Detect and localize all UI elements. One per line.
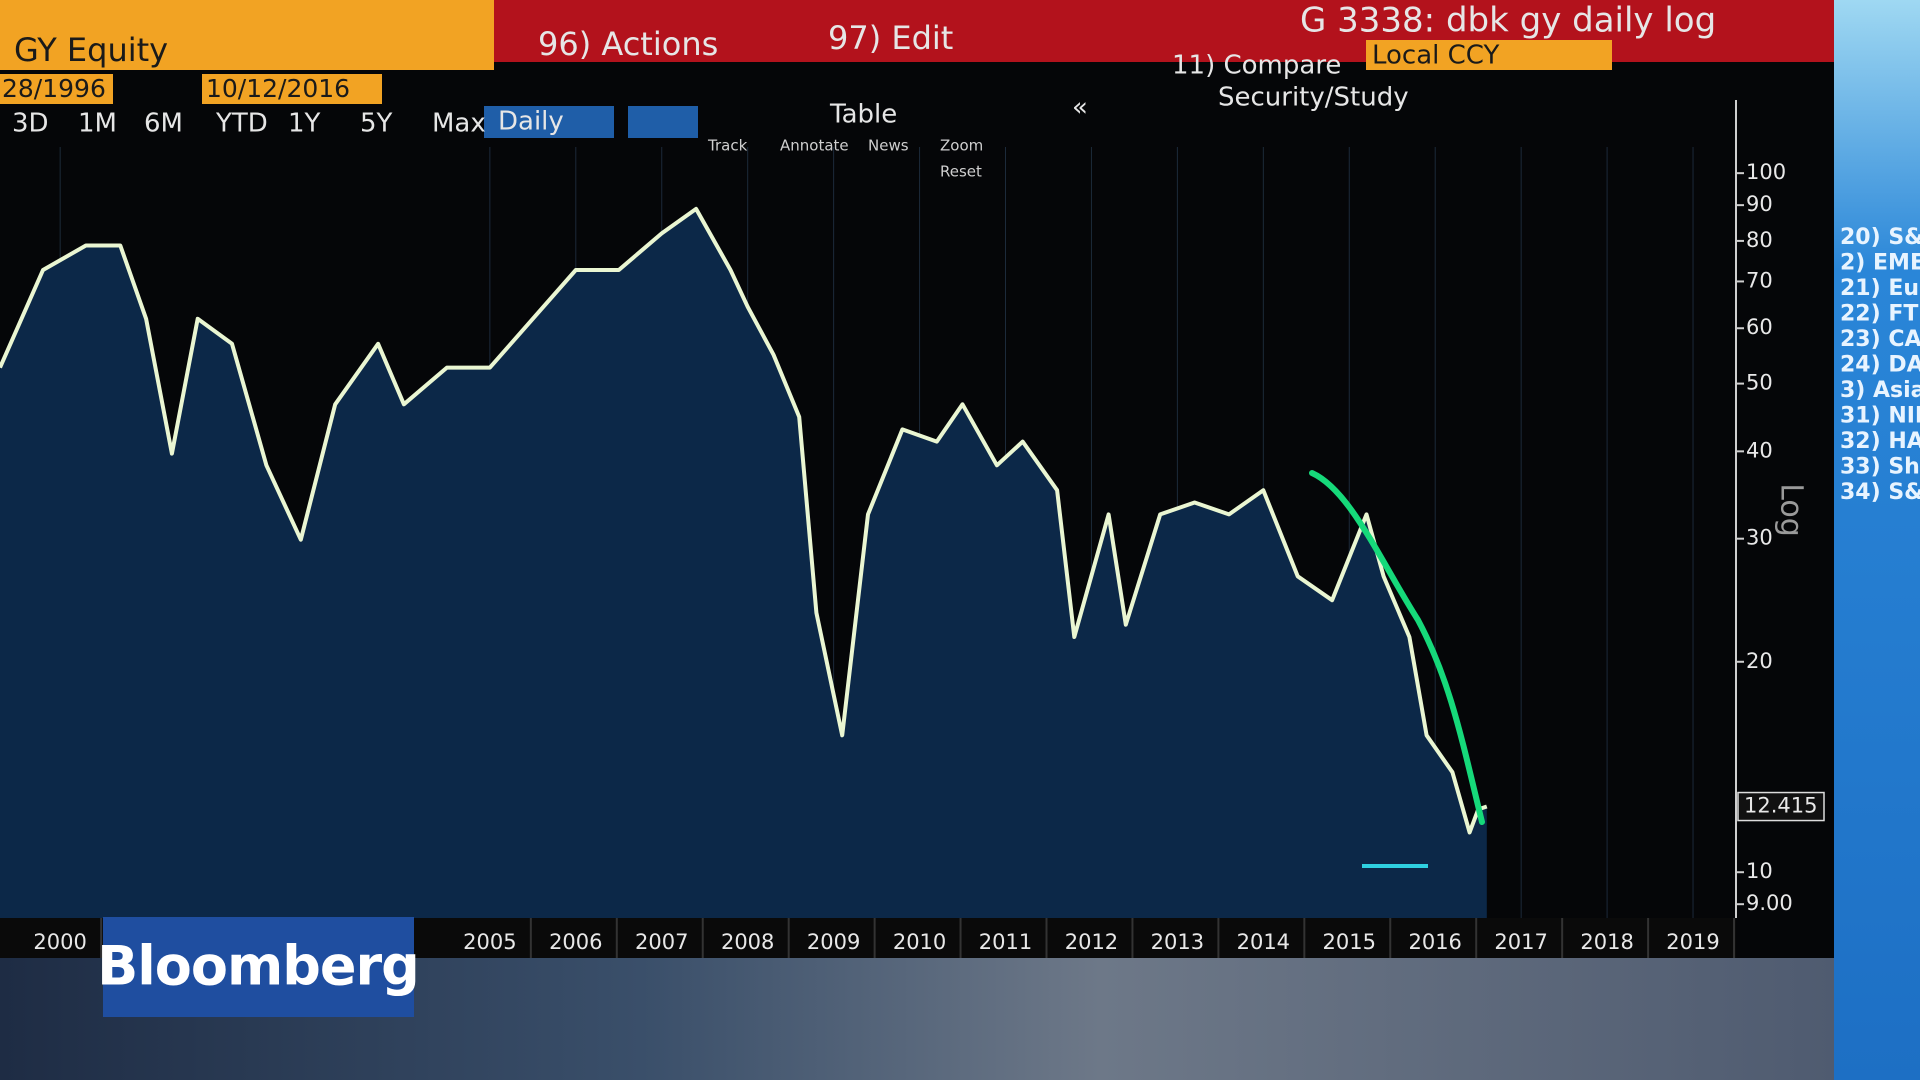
price-line [0, 206, 1488, 835]
frequency[interactable]: Daily [498, 107, 564, 137]
period-button[interactable]: 6M [144, 109, 183, 139]
y-tick-label: 30 [1746, 526, 1773, 550]
x-tick-label: 2010 [893, 930, 946, 954]
security-study[interactable]: Security/Study [1218, 83, 1409, 113]
currency-box[interactable] [1366, 40, 1612, 70]
side-list-item: 24) DAX [1840, 353, 1920, 378]
x-tick-label: 2006 [549, 930, 602, 954]
scale-label: Log [1774, 483, 1809, 537]
last-price-label: 12.415 [1744, 794, 1817, 818]
currency[interactable]: Local CCY [1372, 41, 1500, 71]
x-tick-label: 2014 [1237, 930, 1290, 954]
period-button[interactable]: 3D [12, 109, 49, 139]
collapse-button[interactable]: « [1072, 93, 1088, 123]
side-list-item: 32) HAN [1840, 429, 1920, 454]
date-to[interactable]: 10/12/2016 [206, 74, 350, 103]
x-tick-label: 2015 [1323, 930, 1376, 954]
y-tick-label: 70 [1746, 268, 1773, 292]
brand-box [103, 917, 414, 1017]
side-list-item: 33) Sha [1840, 455, 1920, 480]
date-from[interactable]: 28/1996 [2, 74, 106, 103]
y-tick-label: 100 [1746, 160, 1786, 184]
period-button[interactable]: 5Y [360, 109, 393, 139]
y-tick-label: 50 [1746, 371, 1773, 395]
side-list-item: 3) Asia [1840, 378, 1920, 403]
x-tick-label: 2009 [807, 930, 860, 954]
y-tick-label: 90 [1746, 192, 1773, 216]
area [0, 208, 1487, 918]
x-tick-label: 2012 [1065, 930, 1118, 954]
security-bar [0, 0, 494, 70]
x-tick-label: 2016 [1408, 930, 1461, 954]
period-button[interactable]: 1Y [288, 109, 321, 139]
table-button[interactable]: Table [829, 100, 897, 130]
compare-button[interactable]: 11) Compare [1172, 51, 1341, 81]
side-list-item: 21) Eur [1840, 276, 1920, 301]
x-tick-label: 2005 [463, 930, 516, 954]
y-tick-label: 60 [1746, 315, 1773, 339]
side-list-item: 20) S&F [1840, 225, 1920, 250]
period-button[interactable]: 1M [78, 109, 117, 139]
chart-type-button[interactable] [628, 106, 698, 138]
last-price-box [1737, 791, 1825, 822]
reset-button[interactable]: Reset [940, 163, 982, 181]
x-tick-label: 2013 [1151, 930, 1204, 954]
x-tick-label: 2000 [33, 930, 86, 954]
side-list-item: 2) EME [1840, 251, 1920, 276]
brand: Bloomberg [97, 935, 419, 998]
x-tick-label: 2011 [979, 930, 1032, 954]
x-tick-label: 2019 [1666, 930, 1719, 954]
tool-button[interactable]: Track [707, 137, 748, 155]
tool-button[interactable]: News [868, 137, 909, 155]
x-tick-label: 2017 [1494, 930, 1547, 954]
hand-drawn-trend [1309, 470, 1485, 825]
y-tick-label: 80 [1746, 228, 1773, 252]
side-list-item: 23) CAC [1840, 327, 1920, 352]
security-name: GY Equity [14, 31, 168, 69]
y-tick-label: 10 [1746, 859, 1773, 883]
actions-menu[interactable]: 96) Actions [538, 25, 718, 63]
period-button[interactable]: Max [432, 109, 486, 139]
side-panel [1834, 0, 1920, 1080]
side-list-item: 22) FTS [1840, 302, 1920, 327]
period-button[interactable]: YTD [215, 109, 268, 139]
y-tick-label: 9.00 [1746, 891, 1793, 915]
y-tick-label: 40 [1746, 438, 1773, 462]
tool-button[interactable]: Zoom [940, 137, 983, 155]
edit-menu[interactable]: 97) Edit [828, 19, 953, 57]
tool-button[interactable]: Annotate [780, 137, 849, 155]
x-tick-label: 2008 [721, 930, 774, 954]
side-list-item: 31) NIK [1840, 404, 1920, 429]
y-tick-label: 20 [1746, 649, 1773, 673]
frequency-box[interactable] [484, 106, 614, 138]
side-list-item: 34) S&P [1840, 480, 1920, 505]
x-tick-label: 2007 [635, 930, 688, 954]
x-tick-label: 2018 [1580, 930, 1633, 954]
date-from-box[interactable] [0, 74, 113, 104]
chart-id: G 3338: dbk gy daily log [1300, 1, 1716, 41]
date-to-box[interactable] [202, 74, 382, 104]
